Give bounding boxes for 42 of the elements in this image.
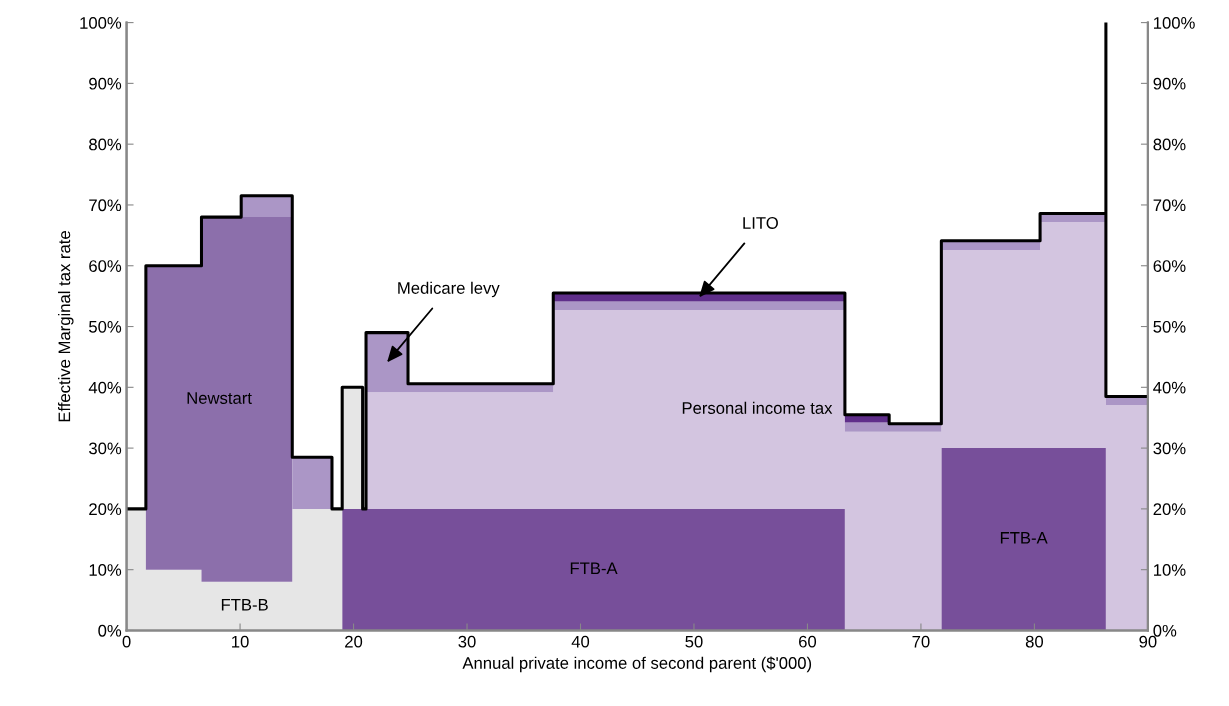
- y2-tick-label: 50%: [1153, 320, 1186, 333]
- x-tick-label: 80: [1025, 635, 1044, 648]
- y-tick-label: 10%: [89, 564, 122, 576]
- y-tick-label: 40%: [88, 381, 122, 394]
- y2-tick-label: 10%: [1154, 564, 1186, 576]
- x-tick-label: 70: [912, 635, 930, 648]
- x-tick-label: 0: [122, 635, 131, 648]
- y-tick-label: 100%: [80, 16, 122, 29]
- x-tick-label: 90: [1139, 635, 1157, 648]
- y2-tick-label: 20%: [1153, 503, 1186, 516]
- y2-tick-label: 30%: [1153, 442, 1186, 455]
- x-tick-label: 40: [571, 635, 590, 648]
- x-tick-label: 30: [458, 635, 476, 648]
- y-tick-label: 70%: [89, 199, 122, 212]
- y2-tick-label: 70%: [1153, 199, 1186, 212]
- series-label: FTB-A: [1000, 532, 1048, 544]
- y-tick-label: 20%: [89, 503, 122, 516]
- series-label: Personal income tax: [682, 401, 833, 414]
- x-tick-label: 60: [799, 635, 817, 648]
- y2-tick-label: 100%: [1154, 16, 1195, 29]
- series-label: Newstart: [187, 392, 252, 404]
- text: LITO: [743, 217, 778, 229]
- y2-tick-label: 0%: [1153, 624, 1177, 637]
- text: Medicare levy: [398, 281, 500, 298]
- series-label: FTB-A: [570, 562, 618, 574]
- y-axis-title: Effective Marginal tax rate: [58, 231, 74, 422]
- y-tick-label: 30%: [89, 442, 122, 455]
- series-label: FTB-B: [221, 598, 268, 611]
- y2-tick-label: 90%: [1153, 77, 1186, 90]
- x-tick-label: 20: [345, 635, 363, 648]
- y-tick-label: 60%: [89, 260, 122, 272]
- line-series: [126, 22, 1148, 511]
- x-tick-label: 50: [685, 635, 703, 648]
- x-axis-title: Annual private income of second parent ($'000): [462, 656, 812, 673]
- y2-tick-label: 60%: [1153, 260, 1186, 272]
- y-tick-label: 80%: [89, 138, 122, 151]
- y2-tick-label: 40%: [1153, 381, 1186, 394]
- y-tick-label: 90%: [89, 77, 122, 90]
- y-tick-label: 0%: [98, 624, 122, 637]
- y2-tick-label: 80%: [1153, 138, 1186, 151]
- y-tick-label: 50%: [89, 320, 122, 333]
- x-tick-label: 10: [232, 635, 249, 648]
